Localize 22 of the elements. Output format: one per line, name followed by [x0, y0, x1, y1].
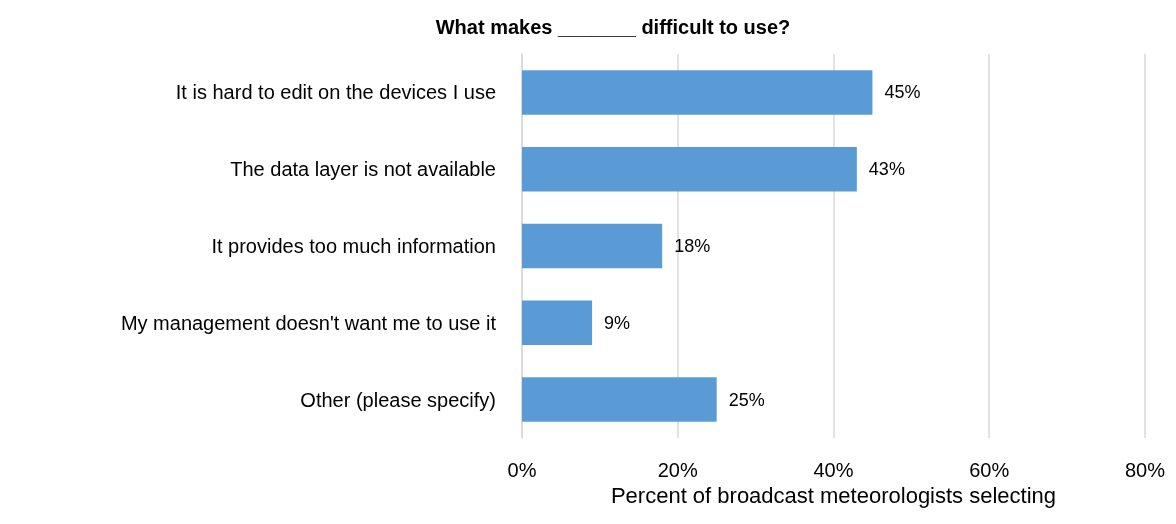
x-axis-title: Percent of broadcast meteorologists selecting: [610, 483, 1057, 509]
data-label: 45%: [884, 82, 921, 103]
y-tick-label: Other (please specify): [300, 388, 496, 411]
x-tick-label: 0%: [507, 459, 537, 481]
bar: [522, 70, 873, 115]
data-label: 9%: [604, 312, 631, 333]
bar: [522, 146, 857, 192]
y-tick-label: The data layer is not available: [230, 158, 496, 181]
y-tick-label: It provides too much information: [211, 235, 496, 257]
data-label: 25%: [728, 389, 765, 410]
x-tick-label: 20%: [657, 459, 698, 481]
x-tick-label: 60%: [969, 459, 1010, 481]
data-label: 43%: [868, 159, 905, 180]
bar: [522, 300, 593, 346]
y-tick-label: My management doesn't want me to use it: [120, 311, 497, 334]
y-tick-label: It is hard to edit on the devices I use: [175, 81, 496, 104]
bar: [522, 223, 663, 269]
bar: [522, 377, 717, 422]
chart-title: What makes _______ difficult to use?: [435, 16, 791, 38]
x-tick-label: 40%: [813, 459, 854, 481]
data-label: 18%: [674, 236, 711, 256]
x-tick-label: 80%: [1124, 459, 1166, 481]
